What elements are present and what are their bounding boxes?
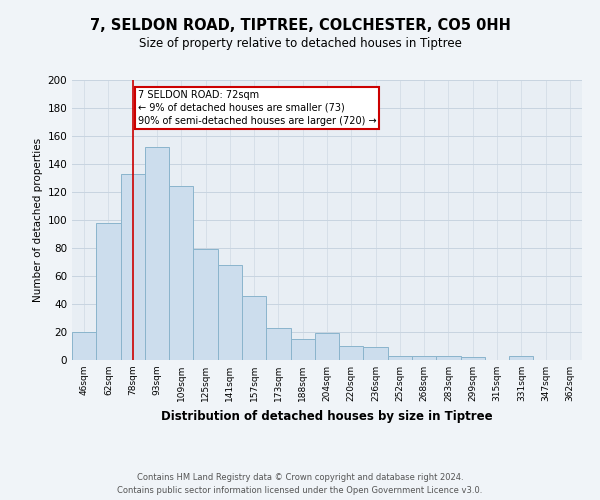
Bar: [364, 348, 388, 360]
Bar: [121, 174, 145, 360]
Bar: [218, 265, 242, 360]
Text: Contains HM Land Registry data © Crown copyright and database right 2024.
Contai: Contains HM Land Registry data © Crown c…: [118, 474, 482, 495]
Bar: [436, 356, 461, 360]
Text: 7 SELDON ROAD: 72sqm
← 9% of detached houses are smaller (73)
90% of semi-detach: 7 SELDON ROAD: 72sqm ← 9% of detached ho…: [137, 90, 376, 126]
Bar: [509, 356, 533, 360]
Y-axis label: Number of detached properties: Number of detached properties: [33, 138, 43, 302]
Bar: [169, 186, 193, 360]
Bar: [290, 339, 315, 360]
Bar: [266, 328, 290, 360]
Bar: [412, 356, 436, 360]
Bar: [96, 223, 121, 360]
Bar: [388, 356, 412, 360]
Bar: [72, 332, 96, 360]
Bar: [242, 296, 266, 360]
Bar: [461, 357, 485, 360]
Bar: [193, 250, 218, 360]
Text: Size of property relative to detached houses in Tiptree: Size of property relative to detached ho…: [139, 38, 461, 51]
Bar: [315, 334, 339, 360]
Text: 7, SELDON ROAD, TIPTREE, COLCHESTER, CO5 0HH: 7, SELDON ROAD, TIPTREE, COLCHESTER, CO5…: [89, 18, 511, 32]
Bar: [145, 147, 169, 360]
X-axis label: Distribution of detached houses by size in Tiptree: Distribution of detached houses by size …: [161, 410, 493, 422]
Bar: [339, 346, 364, 360]
